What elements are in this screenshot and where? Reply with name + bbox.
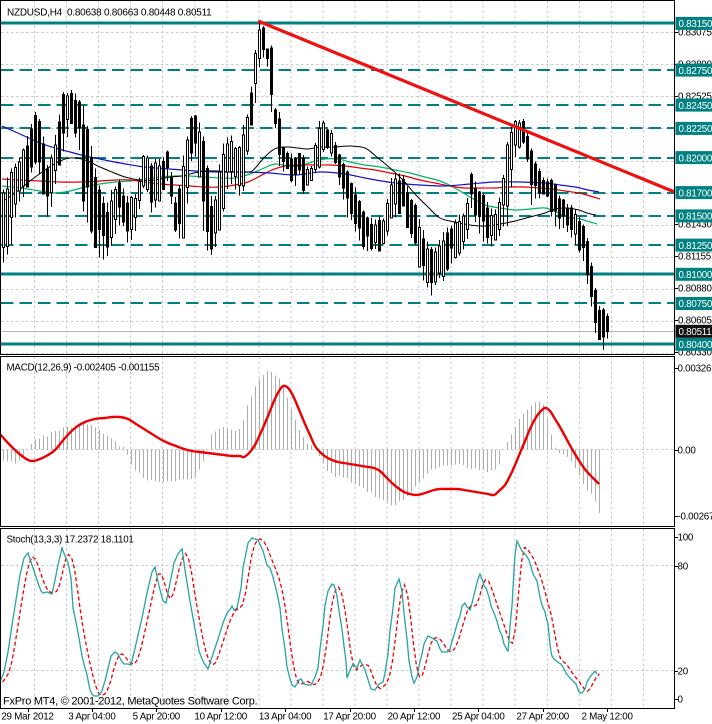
svg-text:0.82450: 0.82450	[679, 101, 712, 112]
svg-text:MACD(12,26,9) -0.002405 -0.001: MACD(12,26,9) -0.002405 -0.001155	[7, 363, 161, 374]
svg-text:0.82750: 0.82750	[679, 66, 712, 77]
svg-text:Stoch(13,3,3) 17.2372 18.1101: Stoch(13,3,3) 17.2372 18.1101	[7, 535, 134, 546]
svg-text:0.83075: 0.83075	[678, 28, 712, 39]
svg-text:2 May 12:00: 2 May 12:00	[582, 712, 634, 723]
svg-text:100: 100	[678, 533, 694, 544]
svg-text:0.80511: 0.80511	[679, 327, 712, 338]
svg-text:17 Apr 20:00: 17 Apr 20:00	[323, 712, 376, 723]
svg-text:NZDUSD,H4 0.80638 0.80663 0.8: NZDUSD,H4 0.80638 0.80663 0.80448 0.8051…	[7, 8, 212, 19]
svg-text:0.00: 0.00	[678, 446, 697, 457]
svg-text:3 Apr 04:00: 3 Apr 04:00	[68, 712, 116, 723]
svg-text:29 Mar 2012: 29 Mar 2012	[1, 712, 53, 723]
svg-text:0: 0	[678, 695, 684, 706]
svg-text:0.00326: 0.00326	[678, 364, 712, 375]
svg-text:0.82000: 0.82000	[679, 153, 712, 164]
svg-text:0.80400: 0.80400	[679, 340, 712, 351]
svg-text:80: 80	[678, 562, 689, 573]
svg-text:13 Apr 04:00: 13 Apr 04:00	[259, 712, 312, 723]
svg-text:0.81250: 0.81250	[679, 241, 712, 252]
svg-text:5 Apr 20:00: 5 Apr 20:00	[133, 712, 181, 723]
svg-text:10 Apr 12:00: 10 Apr 12:00	[194, 712, 247, 723]
svg-text:0.80605: 0.80605	[678, 316, 712, 327]
svg-text:27 Apr 20:00: 27 Apr 20:00	[516, 712, 569, 723]
svg-text:FxPro MT4, © 2001-2012, MetaQu: FxPro MT4, © 2001-2012, MetaQuotes Softw…	[3, 696, 258, 708]
svg-text:0.81430: 0.81430	[678, 220, 712, 231]
svg-text:0.82250: 0.82250	[679, 124, 712, 135]
svg-text:0.83150: 0.83150	[679, 19, 712, 30]
svg-text:0.81155: 0.81155	[678, 252, 712, 263]
svg-text:-0.00267: -0.00267	[678, 512, 712, 523]
svg-text:0.80330: 0.80330	[678, 348, 712, 359]
svg-text:0.82525: 0.82525	[678, 92, 712, 103]
svg-text:0.80750: 0.80750	[679, 299, 712, 310]
svg-text:20 Apr 12:00: 20 Apr 12:00	[388, 712, 441, 723]
svg-text:25 Apr 04:00: 25 Apr 04:00	[452, 712, 505, 723]
svg-text:0.81500: 0.81500	[679, 212, 712, 223]
svg-text:0.81000: 0.81000	[679, 270, 712, 281]
svg-text:0.80880: 0.80880	[678, 284, 712, 295]
svg-text:0.81700: 0.81700	[679, 188, 712, 199]
svg-text:20: 20	[678, 667, 689, 678]
